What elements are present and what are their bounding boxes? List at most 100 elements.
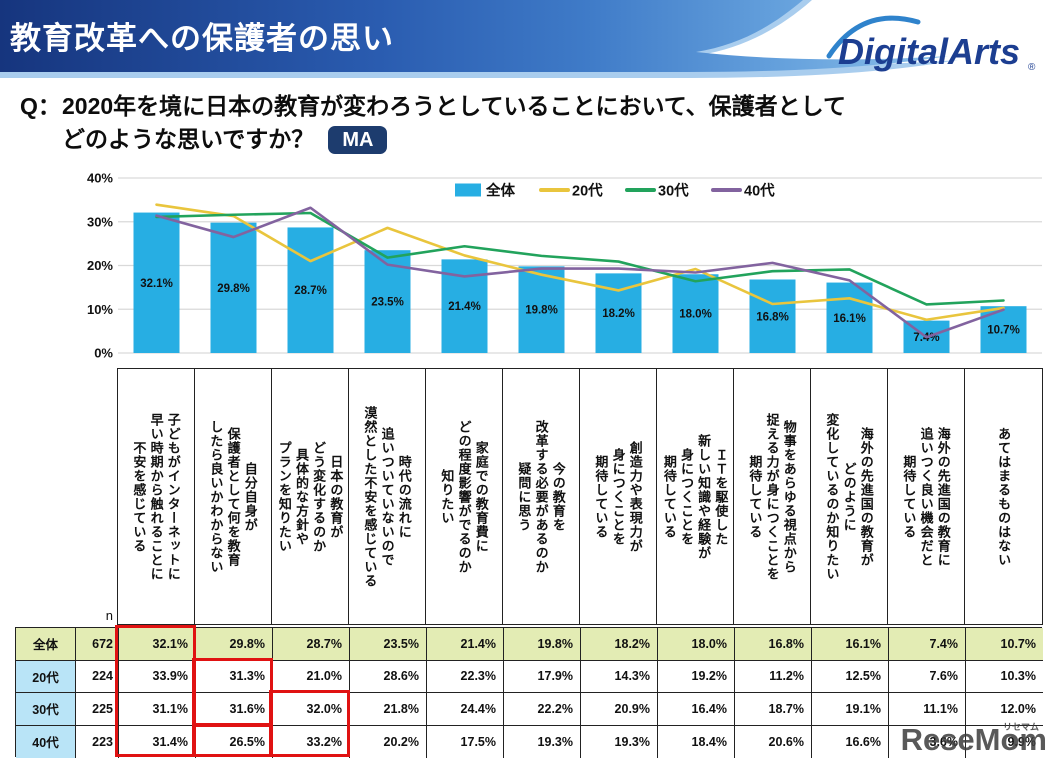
- category-label: 子どもがインターネットに 早い時期から触れることに 不安を感じている: [131, 412, 181, 581]
- row-header: 40代: [16, 725, 76, 758]
- watermark-small-text: リセマム: [1002, 722, 1039, 732]
- n-value: 223: [76, 725, 119, 758]
- category-label: 時代の流れに 追いついていないので 漠然とした不安を感じている: [362, 405, 412, 588]
- table-cell: 12.5%: [812, 660, 889, 693]
- y-axis-tick-label: 10%: [87, 302, 113, 317]
- line-series-40代: [155, 206, 1005, 339]
- table-cell: 10.7%: [966, 628, 1043, 661]
- table-cell: 11.1%: [889, 693, 966, 726]
- table-cell: 16.6%: [812, 725, 889, 758]
- bar-value-label: 16.8%: [756, 311, 789, 323]
- table-cell: 7.4%: [889, 628, 966, 661]
- table-cell: 21.8%: [350, 693, 427, 726]
- header-banner: DigitalArts ® 教育改革への保護者の思い: [0, 0, 1049, 82]
- data-table: 全体 672 32.1% 29.8% 28.7% 23.5% 21.4% 19.8% 18.2%…: [15, 627, 1043, 758]
- y-axis-tick-label: 30%: [87, 214, 113, 229]
- combo-chart: 0% 10% 20% 30% 40% 32.1% 29.8% 28.7% 23.5% 21.4% 1…: [87, 171, 1042, 361]
- table-cell: 16.8%: [735, 628, 812, 661]
- category-cell: 海外の先進国の教育が どのように 変化しているのか知りたい: [811, 369, 888, 624]
- y-axis-tick-label: 40%: [87, 171, 113, 186]
- table-cell: 29.8%: [196, 628, 273, 661]
- n-value: 672: [76, 628, 119, 661]
- digitalarts-logo: DigitalArts ®: [826, 15, 1036, 73]
- table-cell: 16.4%: [658, 693, 735, 726]
- category-cell: 子どもがインターネットに 早い時期から触れることに 不安を感じている: [118, 369, 195, 624]
- table-cell: 18.0%: [658, 628, 735, 661]
- table-cell: 9.9%: [966, 725, 1043, 758]
- table-cell: 21.4%: [427, 628, 504, 661]
- table-cell: 16.1%: [812, 628, 889, 661]
- category-cell: 家庭での教育費に どの程度影響がでるのか 知りたい: [426, 369, 503, 624]
- table-cell: 26.5%: [196, 725, 273, 758]
- question-text: 2020年を境に日本の教育が変わろうとしていることにおいて、保護者として どのよ…: [62, 90, 1032, 156]
- table-cell: 19.1%: [812, 693, 889, 726]
- bar-value-label: 21.4%: [448, 301, 481, 313]
- bar-value-label: 18.0%: [679, 309, 712, 321]
- bar-value-label: 29.8%: [217, 283, 250, 295]
- y-axis-tick-label: 0%: [94, 346, 113, 361]
- table-cell: 22.3%: [427, 660, 504, 693]
- table-cell: 19.8%: [504, 628, 581, 661]
- category-cell: あてはまるものはない: [965, 369, 1042, 624]
- category-label: 物事をあらゆる視点から 捉える力が身につくことを 期待している: [747, 412, 797, 581]
- bar-value-label: 18.2%: [602, 308, 635, 320]
- table-cell: 32.1%: [119, 628, 196, 661]
- logo-swoosh-icon: [826, 15, 921, 59]
- table-cell: 20.6%: [735, 725, 812, 758]
- bar: [672, 274, 719, 353]
- category-cell: 自分自身が 保護者として何を教育 したら良いかわからない: [195, 369, 272, 624]
- category-label: 海外の先進国の教育に 追いつく良い機会だと 期待している: [901, 426, 951, 567]
- category-cell: ＩＴを駆使した 新しい知識や経験が 身につくことを 期待している: [657, 369, 734, 624]
- bar-value-label: 23.5%: [371, 297, 404, 309]
- category-cell: 時代の流れに 追いついていないので 漠然とした不安を感じている: [349, 369, 426, 624]
- table-cell: 18.2%: [581, 628, 658, 661]
- banner-blue-band: [0, 0, 948, 72]
- table-cell: 20.9%: [581, 693, 658, 726]
- logo-registered-mark: ®: [1028, 62, 1036, 73]
- banner-background: DigitalArts ®: [0, 0, 1036, 78]
- category-cell: 日本の教育が どう変化するのか 具体的な方針や プランを知りたい: [272, 369, 349, 624]
- table-cell: 31.1%: [119, 693, 196, 726]
- table-cell: 28.6%: [350, 660, 427, 693]
- n-value: 225: [76, 693, 119, 726]
- question-line2: どのような思いですか？ MA: [62, 123, 1032, 156]
- n-column-label: n: [105, 608, 113, 623]
- table-cell: 31.6%: [196, 693, 273, 726]
- page-title: 教育改革への保護者の思い: [10, 21, 394, 56]
- bar: [133, 212, 180, 353]
- table-cell: 32.0%: [273, 693, 350, 726]
- line-series-20代: [155, 203, 1005, 322]
- legend-label: 20代: [572, 182, 603, 200]
- category-label: 自分自身が 保護者として何を教育 したら良いかわからない: [208, 419, 258, 574]
- bar-value-label: 10.7%: [987, 325, 1020, 337]
- table-cell: 24.4%: [427, 693, 504, 726]
- category-cell: 創造力や表現力が 身につくことを 期待している: [580, 369, 657, 624]
- table-cell: 18.7%: [735, 693, 812, 726]
- bar-value-label: 28.7%: [294, 285, 327, 297]
- table-cell: 31.3%: [196, 660, 273, 693]
- table-cell: 33.2%: [273, 725, 350, 758]
- bar: [518, 266, 565, 353]
- table-cell: 21.0%: [273, 660, 350, 693]
- table-cell: 33.9%: [119, 660, 196, 693]
- table-cell: 23.5%: [350, 628, 427, 661]
- row-header: 全体: [16, 628, 76, 661]
- category-label: ＩＴを駆使した 新しい知識や経験が 身につくことを 期待している: [661, 433, 729, 560]
- row-header: 30代: [16, 693, 76, 726]
- n-value: 224: [76, 660, 119, 693]
- table-cell: 31.4%: [119, 725, 196, 758]
- resemom-watermark: リセマム ReseMom: [901, 722, 1047, 758]
- bar: [287, 227, 334, 353]
- table-cell: 20.2%: [350, 725, 427, 758]
- category-label: あてはまるものはない: [996, 426, 1012, 567]
- logo-text: DigitalArts: [838, 31, 1020, 72]
- table-cell: 11.2%: [735, 660, 812, 693]
- category-label: 今の教育を 改革する必要があるのか 疑問に思う: [516, 419, 566, 574]
- category-label: 創造力や表現力が 身につくことを 期待している: [593, 440, 643, 553]
- table-cell: 17.9%: [504, 660, 581, 693]
- legend-label: 全体: [485, 182, 515, 200]
- table-cell: 7.6%: [889, 660, 966, 693]
- table-cell: 22.2%: [504, 693, 581, 726]
- table-cell: 10.3%: [966, 660, 1043, 693]
